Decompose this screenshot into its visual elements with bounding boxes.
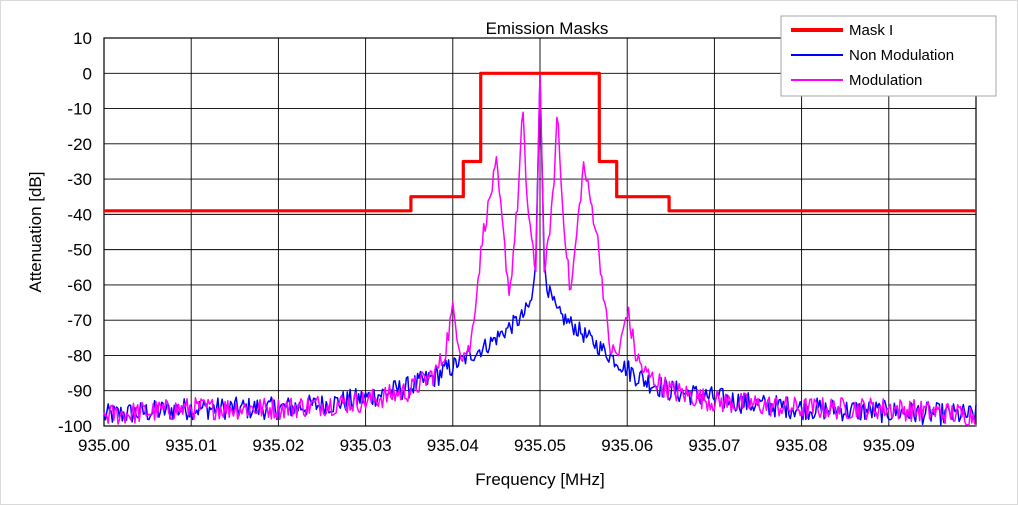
y-tick-label: -10	[67, 100, 92, 119]
x-tick-labels: 935.00 935.01 935.02 935.03 935.04 935.05 935.…	[78, 436, 915, 455]
y-tick-label: 0	[83, 64, 92, 83]
x-tick-label: 935.00	[78, 436, 130, 455]
y-tick-label: -100	[58, 417, 92, 436]
y-tick-label: -50	[67, 241, 92, 260]
legend: Mask I Non Modulation Modulation	[780, 15, 997, 97]
x-tick-label: 935.08	[776, 436, 828, 455]
x-tick-label: 935.07	[688, 436, 740, 455]
x-tick-label: 935.09	[863, 436, 915, 455]
y-tick-label: -20	[67, 135, 92, 154]
x-tick-label: 935.04	[427, 436, 479, 455]
x-axis-label: Frequency [MHz]	[475, 470, 604, 489]
y-tick-label: -80	[67, 346, 92, 365]
legend-label-non-modulation: Non Modulation	[849, 47, 954, 64]
grid-lines	[103, 37, 976, 427]
y-tick-label: 10	[73, 29, 92, 48]
series-layer	[103, 71, 977, 427]
y-tick-label: -30	[67, 170, 92, 189]
y-tick-label: -40	[67, 205, 92, 224]
y-tick-label: -70	[67, 311, 92, 330]
x-tick-label: 935.02	[252, 436, 304, 455]
y-tick-label: -90	[67, 382, 92, 401]
y-tick-labels: 10 0 -10 -20 -30 -40 -50 -60 -70 -80 -90 -100	[58, 29, 92, 436]
legend-label-modulation: Modulation	[849, 72, 922, 89]
y-axis-label: Attenuation [dB]	[26, 172, 45, 293]
series-line-mask-i	[104, 71, 976, 213]
y-tick-label: -60	[67, 276, 92, 295]
x-tick-label: 935.01	[165, 436, 217, 455]
legend-label-mask-i: Mask I	[849, 22, 893, 39]
x-tick-label: 935.03	[340, 436, 392, 455]
x-tick-label: 935.05	[514, 436, 566, 455]
x-tick-label: 935.06	[601, 436, 653, 455]
chart-title: Emission Masks	[486, 19, 609, 38]
